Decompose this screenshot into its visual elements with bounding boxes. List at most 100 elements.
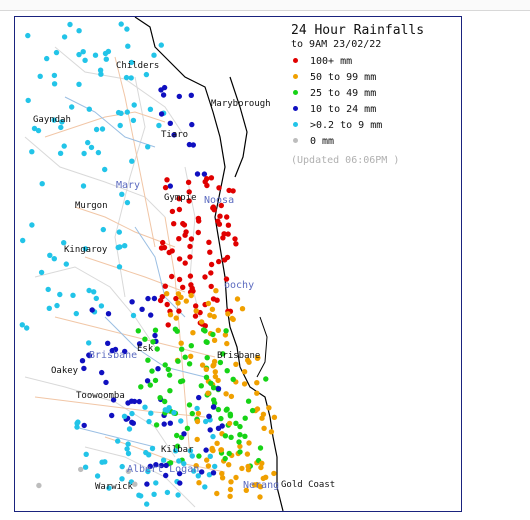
station-dot-252: [103, 379, 109, 386]
station-dot-426: [119, 476, 125, 482]
station-dot-247: [128, 398, 135, 404]
station-dot-479: [214, 490, 220, 497]
station-dot-31: [51, 117, 57, 123]
station-dot-237: [144, 378, 151, 384]
station-dot-76: [46, 305, 52, 311]
station-dot-457: [207, 427, 213, 433]
station-dot-442: [153, 480, 159, 486]
station-dot-240: [105, 311, 112, 317]
station-dot-279: [154, 346, 160, 352]
station-dot-74: [129, 158, 135, 164]
place-gold-coast: Gold Coast: [281, 480, 336, 490]
station-dot-184: [186, 198, 192, 204]
station-dot-161: [218, 202, 224, 209]
station-dot-379: [174, 432, 180, 439]
station-dot-357: [241, 381, 248, 387]
station-dot-441: [194, 405, 200, 412]
station-dot-30: [76, 51, 82, 58]
place-oakey: Oakey: [51, 366, 79, 376]
station-dot-369: [196, 453, 202, 459]
map-subtitle: to 9AM 23/02/22: [291, 39, 382, 50]
station-dot-284: [157, 395, 163, 401]
station-dot-230: [81, 365, 87, 372]
station-dot-88: [80, 183, 87, 189]
station-dot-37: [61, 143, 67, 149]
station-dot-22: [51, 72, 58, 79]
station-dot-221: [89, 307, 95, 313]
station-dot-78: [61, 240, 67, 246]
station-dot-460: [158, 462, 165, 469]
station-dot-363: [179, 378, 186, 384]
station-dot-494: [36, 482, 42, 489]
station-dot-209: [230, 316, 236, 323]
station-dot-188: [160, 239, 166, 246]
station-dot-242: [155, 366, 161, 372]
station-dot-70: [91, 289, 97, 295]
station-dot-85: [119, 191, 125, 197]
station-dot-206: [173, 315, 179, 321]
station-dot-119: [216, 258, 222, 265]
station-dot-46: [124, 109, 130, 115]
station-dot-48: [147, 106, 154, 113]
station-dot-307: [245, 357, 251, 363]
station-dot-81: [19, 322, 25, 328]
station-dot-39: [37, 73, 43, 79]
station-dot-309: [195, 410, 202, 417]
station-dot-183: [169, 208, 176, 215]
station-dot-317: [271, 414, 278, 420]
station-dot-469: [199, 469, 205, 475]
station-dot-245: [130, 420, 136, 426]
station-dot-235: [139, 306, 145, 312]
station-dot-1: [97, 67, 104, 73]
station-dot-472: [144, 481, 150, 487]
station-dot-54: [76, 28, 82, 34]
station-dot-148: [204, 176, 210, 182]
station-dot-335: [212, 373, 219, 380]
station-dot-430: [144, 501, 150, 507]
station-dot-370: [257, 445, 264, 451]
station-dot-203: [213, 288, 219, 294]
station-dot-90: [167, 183, 173, 189]
catchment-boundary-2: [34, 266, 156, 348]
station-dot-303: [215, 406, 222, 413]
station-dot-438: [191, 468, 197, 474]
station-dot-153: [202, 274, 208, 280]
station-dot-244: [148, 312, 154, 318]
station-dot-388: [224, 406, 230, 412]
station-dot-339: [254, 355, 261, 361]
station-dot-65: [73, 310, 79, 317]
station-dot-59: [47, 252, 53, 258]
station-dot-52: [125, 43, 131, 49]
station-dot-224: [129, 299, 135, 305]
station-dot-185: [180, 284, 186, 290]
station-dot-181: [224, 254, 231, 261]
catchment-boundary-1: [24, 136, 166, 218]
station-dot-332: [204, 457, 210, 463]
station-dot-170: [164, 177, 170, 183]
station-dot-169: [207, 249, 213, 255]
station-dot-51: [25, 32, 31, 39]
station-dot-471: [210, 470, 217, 476]
station-dot-418: [171, 409, 177, 416]
station-dot-334: [194, 418, 201, 425]
station-dot-427: [149, 445, 156, 452]
station-dot-187: [188, 236, 195, 242]
station-dot-68: [45, 286, 51, 293]
station-dot-101: [189, 121, 195, 128]
station-dot-238: [122, 348, 128, 355]
station-dot-194: [164, 291, 170, 297]
station-dot-250: [105, 340, 111, 346]
map-canvas: [19, 17, 284, 511]
station-dot-431: [178, 418, 184, 424]
station-dot-83: [100, 226, 107, 233]
station-dot-262: [204, 355, 210, 361]
station-dot-55: [29, 222, 35, 228]
station-dot-443: [121, 413, 128, 419]
station-dot-27: [82, 57, 88, 63]
station-dot-159: [187, 254, 193, 260]
station-dot-141: [221, 231, 227, 237]
station-dot-258: [162, 398, 168, 405]
station-dot-371: [237, 432, 243, 438]
station-dot-295: [204, 339, 210, 345]
station-dot-276: [142, 336, 148, 342]
